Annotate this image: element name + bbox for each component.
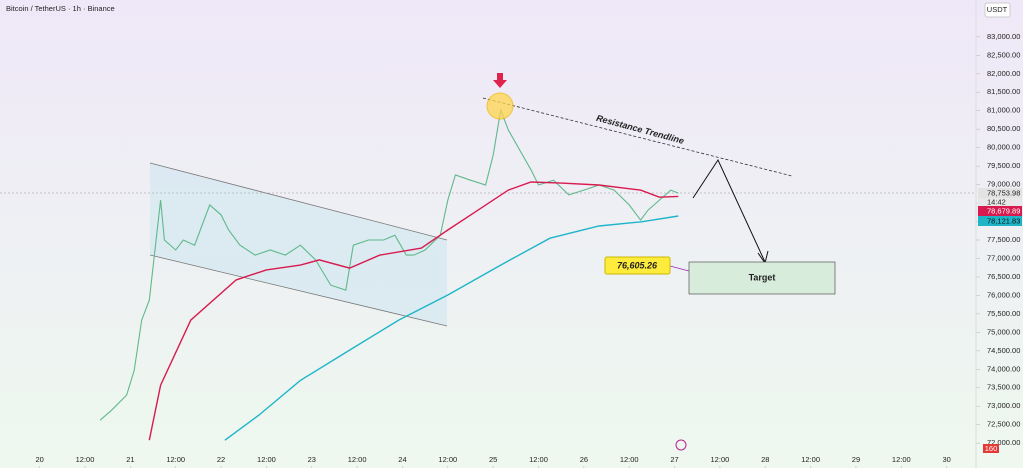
target-pointer xyxy=(669,265,690,272)
volume-label: 160 xyxy=(985,444,998,453)
symbol-title: Bitcoin / TetherUS · 1h · Binance xyxy=(6,4,115,13)
x-tick-label: 12:00 xyxy=(438,455,457,464)
x-tick-label: 12:00 xyxy=(166,455,185,464)
y-tick-label: 80,000.00 xyxy=(987,143,1020,152)
down-arrow xyxy=(493,73,507,88)
target-price-box xyxy=(604,256,671,275)
x-tick-label: 12:00 xyxy=(892,455,911,464)
ma-red-box xyxy=(978,206,1022,216)
ma-teal-box xyxy=(978,216,1022,226)
x-tick-label: 24 xyxy=(398,455,406,464)
x-tick-label: 12:00 xyxy=(257,455,276,464)
volume-box xyxy=(983,444,999,453)
y-tick-label: 76,500.00 xyxy=(987,272,1020,281)
y-tick-label: 83,000.00 xyxy=(987,32,1020,41)
resistance-line xyxy=(482,97,793,177)
last-price-box xyxy=(978,188,1022,198)
countdown-box xyxy=(978,198,1022,206)
y-tick-label: 75,000.00 xyxy=(987,327,1020,336)
ma-teal-price: 78,121.83 xyxy=(987,216,1020,225)
x-tick-label: 12:00 xyxy=(348,455,367,464)
y-tick-label: 72,500.00 xyxy=(987,420,1020,429)
y-tick-label: 77,500.00 xyxy=(987,235,1020,244)
last-price: 78,753.98 xyxy=(987,188,1020,197)
currency-box[interactable] xyxy=(984,2,1011,18)
x-tick-label: 12:00 xyxy=(801,455,820,464)
x-tick-label: 26 xyxy=(580,455,588,464)
x-tick-label: 12:00 xyxy=(76,455,95,464)
y-tick-label: 76,000.00 xyxy=(987,290,1020,299)
y-tick-label: 73,500.00 xyxy=(987,383,1020,392)
target-price: 76,605.26 xyxy=(617,260,658,270)
x-tick-label: 20 xyxy=(36,455,44,464)
y-tick-label: 80,500.00 xyxy=(987,124,1020,133)
alert-icon[interactable] xyxy=(675,439,687,451)
series-line xyxy=(99,107,679,421)
x-tick-label: 25 xyxy=(489,455,497,464)
x-tick-label: 30 xyxy=(942,455,950,464)
y-tick-label: 74,000.00 xyxy=(987,364,1020,373)
x-tick-label: 12:00 xyxy=(620,455,639,464)
channel-top xyxy=(149,162,448,241)
y-tick-label: 75,500.00 xyxy=(987,309,1020,318)
y-tick-label: 77,000.00 xyxy=(987,253,1020,262)
y-tick-label: 74,500.00 xyxy=(987,346,1020,355)
y-tick-label: 82,000.00 xyxy=(987,69,1020,78)
y-tick-label: 81,500.00 xyxy=(987,87,1020,96)
x-tick-label: 12:00 xyxy=(529,455,548,464)
x-tick-label: 28 xyxy=(761,455,769,464)
series-line xyxy=(224,215,679,441)
y-tick-label: 79,000.00 xyxy=(987,180,1020,189)
countdown: 14:42 xyxy=(987,197,1006,206)
peak-marker xyxy=(486,92,514,120)
x-tick-label: 23 xyxy=(308,455,316,464)
series-line xyxy=(148,181,679,441)
x-tick-label: 12:00 xyxy=(711,455,730,464)
ma-red-price: 78,679.89 xyxy=(987,206,1020,215)
x-tick-label: 22 xyxy=(217,455,225,464)
x-tick-label: 29 xyxy=(852,455,860,464)
channel-fill xyxy=(150,163,447,326)
x-tick-label: 27 xyxy=(670,455,678,464)
x-tick-label: 21 xyxy=(126,455,134,464)
y-tick-label: 72,000.00 xyxy=(987,438,1020,447)
target-box xyxy=(688,261,836,295)
y-tick-label: 82,500.00 xyxy=(987,50,1020,59)
y-tick-label: 73,000.00 xyxy=(987,401,1020,410)
projection xyxy=(692,158,766,263)
channel-bottom xyxy=(149,254,448,327)
y-tick-label: 79,500.00 xyxy=(987,161,1020,170)
target-label: Target xyxy=(749,272,776,282)
y-tick-label: 81,000.00 xyxy=(987,106,1020,115)
currency[interactable]: USDT xyxy=(987,5,1008,14)
